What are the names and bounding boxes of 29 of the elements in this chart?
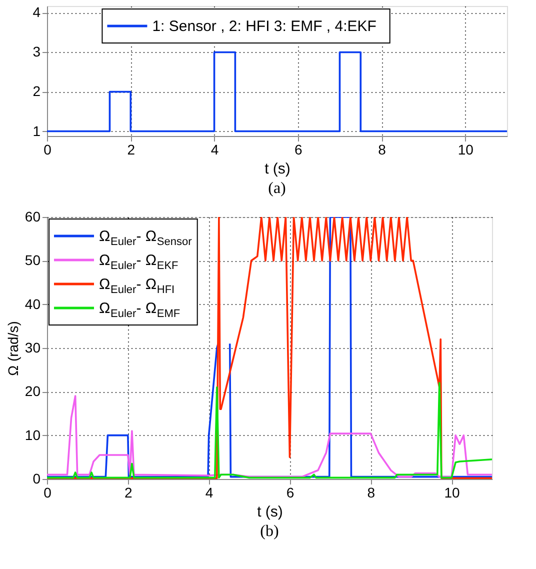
y-tick-label: 30 (24, 340, 41, 356)
x-tick-label: 2 (124, 484, 133, 500)
x-axis-title: t (s) (264, 160, 290, 178)
text: (b) (260, 523, 279, 540)
legend-label: 1: Sensor , 2: HFI 3: EMF , 4:EKF (152, 18, 376, 35)
x-tick-label: 0 (44, 142, 52, 158)
y-tick-label: 60 (24, 208, 41, 224)
x-tick-label: 2 (127, 142, 136, 158)
y-tick-label: 3 (32, 44, 41, 60)
y-tick-label: 2 (32, 83, 41, 100)
x-tick-label: 0 (44, 484, 52, 500)
y-tick-label: 0 (32, 470, 41, 486)
y-axis-title: Ω (rad/s) (4, 321, 21, 376)
x-tick-label: 8 (378, 142, 386, 158)
y-tick-label: 50 (24, 252, 41, 268)
y-tick-label: 10 (24, 426, 41, 443)
text: (a) (268, 180, 286, 197)
x-tick-label: 6 (294, 142, 303, 158)
x-tick-label: 8 (367, 484, 376, 500)
x-tick-label: 10 (458, 142, 474, 158)
y-tick-label: 4 (32, 4, 41, 20)
x-tick-label: 6 (286, 484, 294, 500)
x-tick-label: 4 (205, 484, 214, 500)
x-axis-title: t (s) (257, 504, 283, 520)
y-tick-label: 40 (24, 296, 41, 312)
y-tick-label: 1 (32, 122, 41, 139)
x-tick-label: 10 (444, 484, 460, 500)
y-tick-label: 20 (24, 383, 41, 400)
x-tick-label: 4 (210, 142, 219, 158)
